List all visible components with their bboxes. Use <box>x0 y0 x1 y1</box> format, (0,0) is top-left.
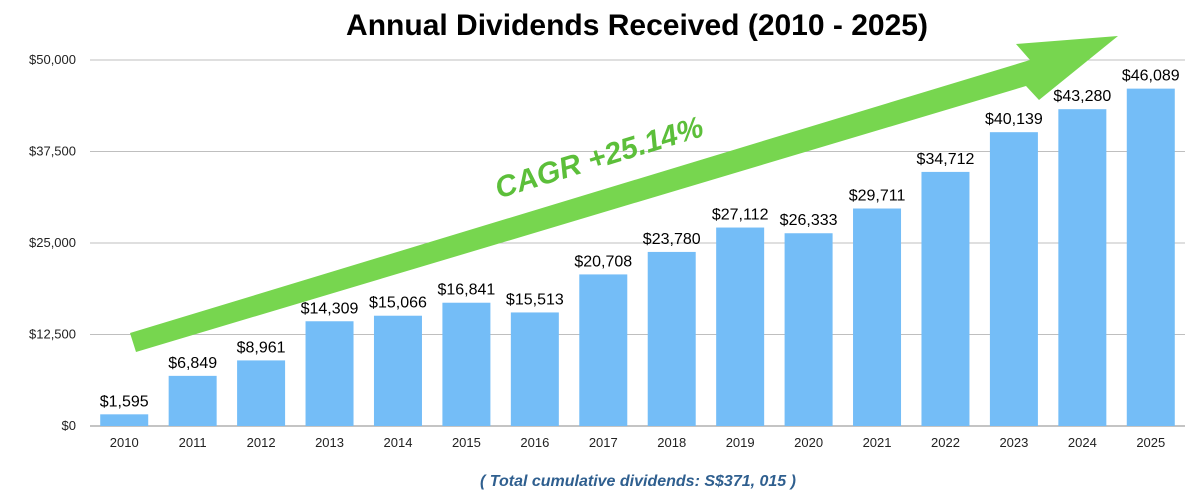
bar-value-label: $6,849 <box>168 355 217 372</box>
bar-2011 <box>168 375 217 426</box>
x-tick-label: 2017 <box>589 435 618 450</box>
bar-2023 <box>989 132 1038 426</box>
x-tick-label: 2015 <box>452 435 481 450</box>
x-tick-label: 2010 <box>110 435 139 450</box>
bar-value-label: $15,513 <box>506 291 564 308</box>
x-tick-label: 2021 <box>863 435 892 450</box>
bar-value-label: $20,708 <box>574 253 632 270</box>
bar-2014 <box>373 315 422 426</box>
y-tick-label: $50,000 <box>29 52 76 67</box>
x-tick-label: 2016 <box>520 435 549 450</box>
bar-2013 <box>305 321 354 426</box>
x-tick-label: 2011 <box>179 435 207 450</box>
bar-value-label: $26,333 <box>780 212 838 229</box>
x-tick-label: 2023 <box>999 435 1028 450</box>
bar-value-label: $14,309 <box>301 300 359 317</box>
x-tick-label: 2024 <box>1068 435 1097 450</box>
bar-2010 <box>100 414 149 426</box>
cagr-arrow <box>130 36 1118 352</box>
bar-value-label: $34,712 <box>917 151 975 168</box>
x-tick-label: 2013 <box>315 435 344 450</box>
bar-value-label: $27,112 <box>712 207 769 224</box>
total-footnote: ( Total cumulative dividends: S$371, 015… <box>480 473 796 490</box>
bar-value-label: $16,841 <box>437 282 495 299</box>
bar-value-label: $8,961 <box>237 339 286 356</box>
bar-2017 <box>579 274 628 426</box>
x-tick-label: 2020 <box>794 435 823 450</box>
bar-value-label: $43,280 <box>1053 88 1111 105</box>
bar-value-label: $46,089 <box>1122 68 1180 85</box>
x-tick-label: 2018 <box>657 435 686 450</box>
bar-value-label: $40,139 <box>985 111 1043 128</box>
bar-2018 <box>647 251 696 426</box>
y-axis-ticks: $0 $12,500 $25,000 $37,500 $50,000 <box>29 52 76 433</box>
bar-2015 <box>442 302 491 426</box>
bar-2019 <box>716 227 765 426</box>
bar-2024 <box>1058 109 1107 426</box>
bar-value-label: $15,066 <box>369 295 427 312</box>
y-tick-label: $0 <box>62 418 76 433</box>
bar-2025 <box>1126 88 1175 427</box>
bars <box>100 88 1175 427</box>
x-tick-label: 2012 <box>247 435 276 450</box>
bar-2021 <box>853 208 902 426</box>
y-tick-label: $12,500 <box>29 327 76 342</box>
bar-value-label: $29,711 <box>849 188 906 205</box>
x-tick-label: 2014 <box>384 435 413 450</box>
x-tick-label: 2022 <box>931 435 960 450</box>
x-tick-label: 2019 <box>726 435 755 450</box>
bar-2012 <box>237 360 286 426</box>
bar-value-labels: $1,595 $6,849 $8,961 $14,309 $15,066 $16,841 $… <box>100 68 1180 411</box>
bar-2020 <box>784 233 833 426</box>
y-tick-label: $37,500 <box>29 144 76 159</box>
bar-value-label: $1,595 <box>100 393 149 410</box>
x-axis-ticks: 2010 2011 2012 2013 2014 2015 2016 2017 2018 2019… <box>110 435 1165 450</box>
y-tick-label: $25,000 <box>29 235 76 250</box>
chart-title: Annual Dividends Received (2010 - 2025) <box>346 9 928 42</box>
x-tick-label: 2025 <box>1136 435 1165 450</box>
bar-2022 <box>921 171 970 426</box>
bar-2016 <box>510 312 559 426</box>
bar-value-label: $23,780 <box>643 231 701 248</box>
